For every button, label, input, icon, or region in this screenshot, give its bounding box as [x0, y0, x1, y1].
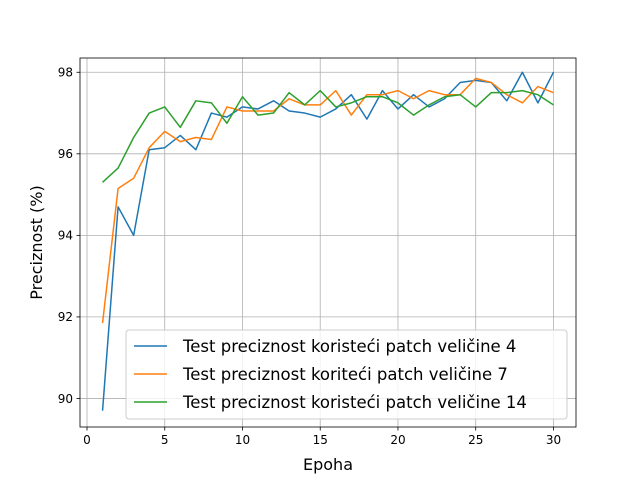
- legend-label-1: Test preciznost koristeći patch veličine…: [182, 337, 516, 356]
- x-tick-label: 30: [546, 433, 561, 447]
- x-axis-label: Epoha: [303, 455, 353, 474]
- legend-box: [125, 329, 568, 420]
- series-line-1: [101, 71, 555, 411]
- axis-ticks: 0 5 10 15 20 25 30 90 92 94 96 98: [58, 66, 561, 447]
- plot-frame: [79, 57, 577, 428]
- legend-label-2: Test preciznost koriteći patch veličine …: [182, 365, 508, 384]
- y-tick-label: 98: [58, 66, 73, 80]
- legend: Test preciznost koristeći patch veličine…: [125, 329, 568, 420]
- series-lines: [101, 71, 555, 411]
- x-tick-label: 5: [161, 433, 169, 447]
- grid-lines: [80, 58, 576, 427]
- y-tick-label: 90: [58, 392, 73, 406]
- legend-label-3: Test preciznost koristeći patch veličine…: [182, 393, 527, 412]
- x-tick-label: 15: [313, 433, 328, 447]
- y-tick-label: 96: [58, 147, 73, 161]
- y-tick-label: 94: [58, 229, 73, 243]
- series-line-3: [102, 89, 554, 183]
- x-tick-label: 25: [468, 433, 483, 447]
- x-tick-label: 0: [83, 433, 91, 447]
- x-tick-label: 10: [235, 433, 250, 447]
- y-axis-label: Preciznost (%): [27, 185, 46, 299]
- x-tick-label: 20: [390, 433, 405, 447]
- y-tick-label: 92: [58, 310, 73, 324]
